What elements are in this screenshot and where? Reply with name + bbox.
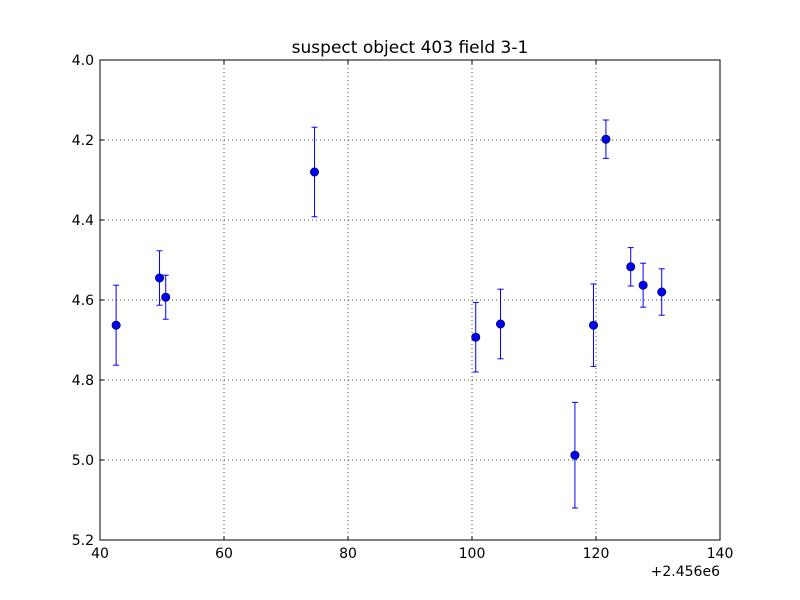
x-tick-label: 120: [583, 546, 610, 562]
x-tick-label: 40: [91, 546, 109, 562]
data-point: [155, 273, 165, 283]
y-tick-label: 5.2: [72, 533, 94, 549]
data-point: [111, 320, 121, 330]
chart-title: suspect object 403 field 3-1: [292, 38, 529, 58]
data-point: [310, 167, 320, 177]
data-point: [161, 292, 171, 302]
data-point: [570, 450, 580, 460]
data-point: [626, 262, 636, 272]
data-point: [638, 280, 648, 290]
y-tick-label: 5.0: [72, 453, 94, 469]
y-tick-label: 4.6: [72, 293, 94, 309]
grid: [100, 60, 720, 540]
data-point: [471, 332, 481, 342]
data-points: [111, 119, 667, 509]
x-tick-label: 100: [459, 546, 486, 562]
x-tick-label: 140: [707, 546, 734, 562]
y-tick-label: 4.0: [72, 53, 94, 69]
y-tick-label: 4.8: [72, 373, 94, 389]
data-point: [601, 134, 611, 144]
y-tick-label: 4.4: [72, 213, 94, 229]
axis-ticks: 40 60 80 100 120 140 4.0 4.2 4.4 4.6 4.8 5.0 5.2: [72, 53, 734, 562]
data-point: [589, 320, 599, 330]
x-offset-label: +2.456e6: [651, 564, 720, 580]
x-tick-label: 80: [339, 546, 357, 562]
x-tick-label: 60: [215, 546, 233, 562]
data-point: [657, 287, 667, 297]
data-point: [496, 319, 506, 329]
y-tick-label: 4.2: [72, 133, 94, 149]
